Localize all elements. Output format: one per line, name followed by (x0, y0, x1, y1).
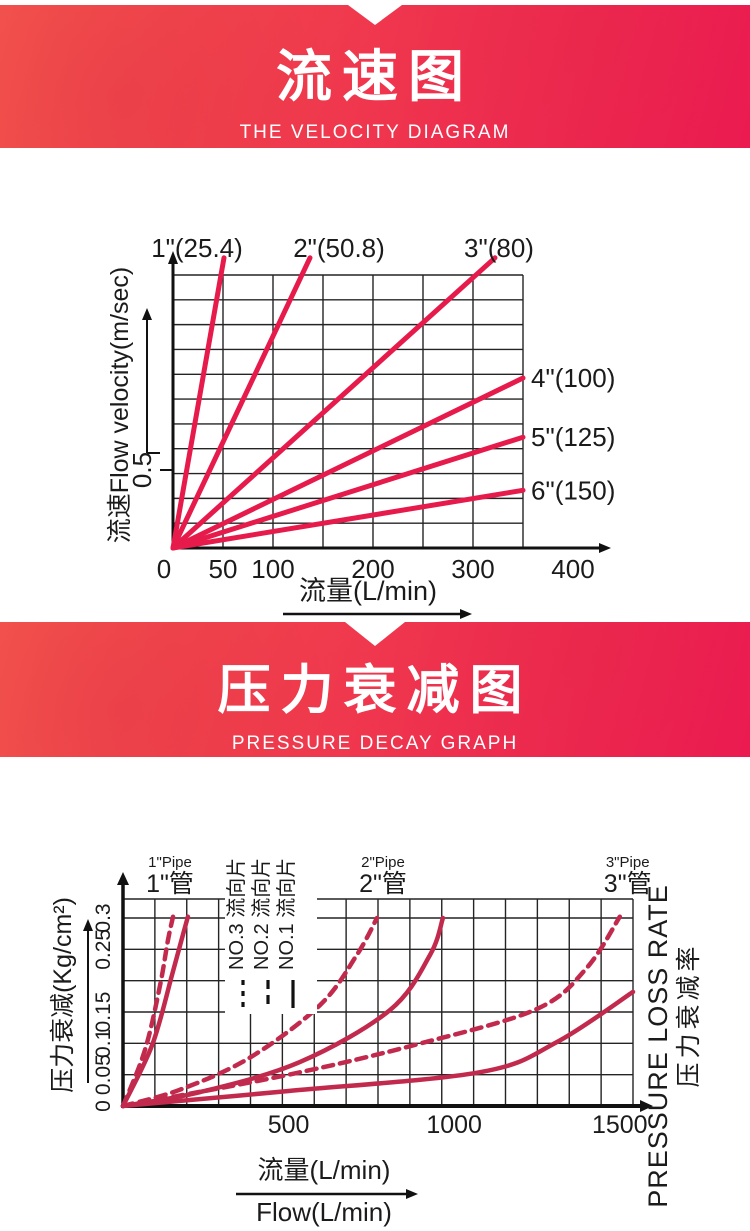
x-axis-title-en: Flow(L/min) (256, 1197, 392, 1227)
legend-label: NO.3 流向片 (225, 858, 248, 970)
legend-label: NO.2 流向片 (250, 858, 273, 970)
y-tick-label: 0.1 (92, 1029, 115, 1058)
pipe-header-cn: 1"管 (146, 870, 194, 898)
series-label: 5"(125) (531, 422, 615, 452)
x-tick-label: 50 (209, 554, 238, 584)
series-line-5 (170, 434, 526, 551)
axes (168, 251, 611, 553)
series-label: 4"(100) (531, 363, 615, 393)
pressure-chart: 500 1000 1500 0 0.050.10.15 0.250.3 压力衰减(Kg/cm… (49, 854, 703, 1227)
x-tick-label: 500 (268, 1111, 310, 1139)
x-axis-title-cn: 流量(L/min) (258, 1155, 391, 1185)
pipe-header-cn: 3"管 (604, 870, 652, 898)
axes (117, 872, 653, 1112)
pipe-header-cn: 2"管 (359, 870, 407, 898)
x-tick-label: 0 (157, 554, 171, 584)
y-axis-title: 压力衰减(Kg/cm²) (49, 897, 77, 1093)
grid (123, 898, 634, 1106)
right-axis-title-cn: 压力衰减率 (675, 942, 703, 1087)
curve-1in-solid (120, 914, 191, 1109)
y-axis-arrow-icon (168, 251, 178, 264)
series-label: 2"(50.8) (293, 233, 385, 263)
banner-notch-icon (345, 622, 405, 646)
x-title-arrow-icon (460, 609, 472, 619)
right-axis-title-en: PRESSURE LOSS RATE (643, 884, 673, 1208)
x-axis-arrow-icon (640, 1100, 653, 1112)
velocity-banner: 流速图 THE VELOCITY DIAGRAM (0, 5, 750, 148)
pressure-banner-title: 压力衰减图 (217, 661, 533, 720)
velocity-banner-title: 流速图 (276, 45, 474, 108)
x-tick-label: 400 (551, 554, 594, 584)
series-line-2 (170, 255, 313, 551)
y-tick-label: 0.15 (92, 992, 115, 1033)
y-tick-label: 0 (92, 1100, 115, 1112)
x-axis-arrow-icon (599, 543, 611, 553)
series-line-3 (170, 255, 498, 551)
curve-3in-solid (120, 989, 636, 1109)
x-axis-title: 流量(L/min) (299, 576, 437, 606)
series-line-1 (170, 255, 227, 551)
banner-notch-icon (348, 5, 402, 25)
series-label: 1"(25.4) (151, 233, 243, 263)
x-tick-label: 1500 (592, 1111, 648, 1139)
y-tick-label: 0.05 (92, 1054, 115, 1095)
legend: NO.3 流向片 NO.2 流向片 NO.1 流向片 (225, 858, 317, 1014)
y-axis-title: 流速Flow velocity(m/sec) (106, 267, 134, 543)
series-line-6 (170, 487, 526, 551)
pipe-header-en: 1"Pipe (148, 854, 192, 871)
series-label: 6"(150) (531, 475, 615, 505)
y-tick-label: 0.3 (92, 903, 115, 932)
y-axis-arrow-icon (117, 872, 129, 885)
y-tick-label: 0.25 (92, 929, 115, 970)
x-tick-label: 1000 (426, 1111, 482, 1139)
x-tick-label: 300 (451, 554, 494, 584)
series-label: 3"(80) (464, 233, 534, 263)
series-line-4 (170, 375, 526, 551)
legend-label: NO.1 流向片 (275, 858, 298, 970)
x-title-arrow-icon (406, 1189, 418, 1199)
x-tick-label: 100 (251, 554, 294, 584)
curve-2in-dashed (120, 915, 380, 1109)
pipe-header-en: 3"Pipe (606, 854, 650, 871)
curve-1in-dashed (120, 914, 176, 1109)
grid (173, 274, 524, 548)
pressure-banner: 压力衰减图 PRESSURE DECAY GRAPH (0, 622, 750, 757)
velocity-banner-subtitle: THE VELOCITY DIAGRAM (239, 122, 511, 143)
y-direction-arrow-icon (83, 919, 93, 931)
y-direction-arrow-icon (142, 308, 152, 320)
pressure-banner-subtitle: PRESSURE DECAY GRAPH (231, 733, 519, 754)
y-tick-label: 0.5 (127, 452, 157, 488)
curve-3in-dashed (120, 914, 623, 1109)
legend-background (225, 868, 317, 1014)
x-tick-label: 200 (351, 554, 394, 584)
pipe-header-en: 2"Pipe (361, 854, 405, 871)
